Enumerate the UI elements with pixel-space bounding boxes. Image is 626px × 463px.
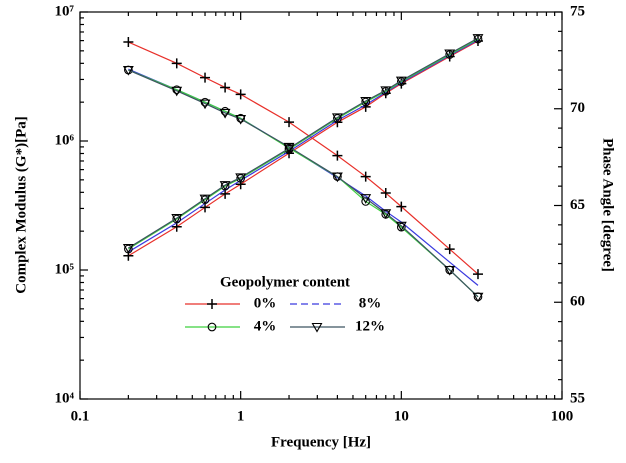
marker [199,194,211,205]
marker [472,292,484,303]
legend-label: 0% [254,295,277,311]
series-line [128,39,479,253]
marker [472,269,483,280]
marker [444,49,456,60]
marker [236,113,246,123]
y2-tick-label: 65 [570,197,585,213]
y-axis-label: Complex Modulus (G*)[Pa] [13,116,29,294]
series-line [128,41,479,275]
legend-label: 12% [355,318,385,334]
marker [235,114,247,125]
marker [220,82,231,93]
marker [123,37,134,48]
y-tick-label: 10⁴ [55,390,75,406]
marker [219,181,231,191]
marker [200,72,211,83]
marker [171,86,183,97]
y2-tick-label: 55 [570,390,585,406]
series-line [128,38,479,250]
marker [395,76,407,87]
marker [360,171,371,182]
series-line [128,68,479,286]
legend-label: 8% [359,295,382,311]
marker [199,99,211,110]
marker [171,214,183,224]
series-line [128,40,479,257]
marker [380,86,392,96]
marker [444,244,455,255]
legend-title: Geopolymer content [220,274,350,290]
legend-label: 4% [254,318,277,334]
marker [395,221,407,232]
x-tick-label: 100 [551,408,574,424]
marker [283,144,295,155]
marker [235,89,246,100]
series-line [128,69,479,298]
marker [332,150,343,161]
marker [331,113,343,124]
marker [284,117,295,128]
y-tick-label: 10⁵ [55,261,75,277]
x-tick-label: 1 [237,408,245,424]
marker [380,188,391,199]
marker [360,194,372,204]
plot-frame [79,11,563,400]
x-axis-label: Frequency [Hz] [271,434,371,450]
marker [219,108,231,119]
marker [396,201,407,212]
marker [380,209,392,219]
marker [207,299,217,309]
marker [207,322,217,332]
marker [360,96,372,107]
marker [122,244,134,254]
series-line [128,69,479,298]
marker [171,58,182,69]
y2-tick-label: 75 [570,3,585,19]
x-tick-label: 10 [394,408,409,424]
marker [472,34,484,44]
marker [311,322,323,333]
series-line [128,37,479,249]
marker [444,265,456,276]
marker [235,173,247,184]
y-tick-label: 10⁷ [55,3,75,19]
y2-tick-label: 70 [570,100,585,116]
marker [122,65,134,76]
y2-tick-label: 60 [570,294,585,310]
y2-axis-label: Phase Angle [degree] [600,138,616,272]
marker [331,172,343,183]
x-tick-label: 0.1 [71,408,90,424]
y-tick-label: 10⁶ [55,132,75,148]
